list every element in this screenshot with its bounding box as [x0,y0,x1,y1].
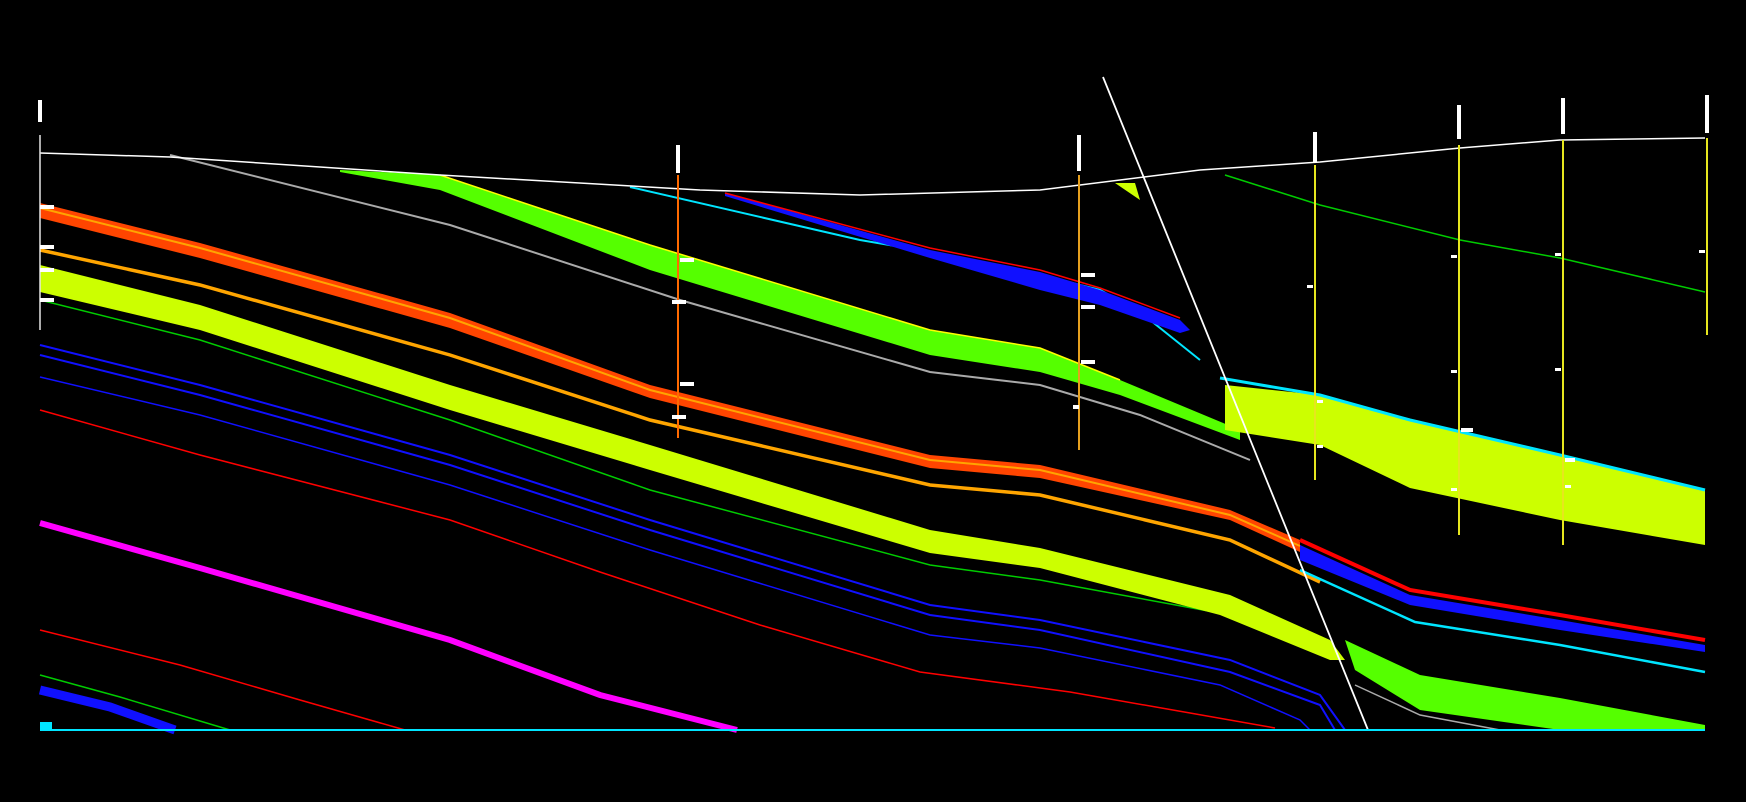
horizon-orange-red-band-top [39,207,1301,547]
horizon-cyan-right-lower [1299,568,1706,674]
horizon-yellow-wedge [1115,183,1140,200]
horizon-green-band-upper-top [439,174,1121,381]
well-5-pick-d [1451,488,1457,491]
horizon-blue-pair-lower [39,354,1336,731]
horizon-blue-third [39,376,1311,731]
horizon-blue-pair-upper [39,344,1346,731]
horizon-orange-line [39,248,1321,584]
well-6-pick-b [1555,368,1561,371]
well-2-pick-d [672,415,686,419]
horizon-green-band-upper [340,170,1240,440]
horizon-green-band-lower-right [1345,640,1705,730]
well-5-pick-b [1451,370,1457,373]
horizon-grey-shallow [169,154,1251,461]
fault-main [1102,76,1369,731]
well-4[interactable] [1307,132,1323,480]
well-2-header [676,145,680,173]
horizon-blue-upper-band [725,193,1190,333]
well-5-pick-a [1451,255,1457,258]
well-3-pick-c [1081,360,1095,364]
well-6[interactable] [1555,98,1575,545]
well-4-pick-b [1317,400,1323,403]
well-5[interactable] [1451,105,1473,535]
well-7[interactable] [1699,95,1709,335]
well-1[interactable] [38,100,54,330]
well-6-header [1561,98,1565,134]
well-1-pick-b [40,245,54,249]
well-2-pick-a [680,258,694,262]
horizon-lime-band [40,265,1345,660]
well-6-pick-c [1565,458,1575,462]
horizon-red-right [1299,538,1706,642]
well-4-header [1313,132,1317,162]
horizon-red-deep [39,629,406,731]
well-1-pick-c [40,268,54,272]
well-3-pick-b [1081,305,1095,309]
horizon-blue-right [1300,545,1705,652]
horizon-green-deep [39,674,231,731]
horizon-grey-right-lower [1354,684,1501,731]
well-3-pick-d [1073,405,1079,409]
horizon-surface [39,137,1706,196]
well-2[interactable] [672,145,694,438]
horizon-red-upper-edge [724,192,1181,319]
well-6-pick-d [1565,485,1571,488]
horizon-blue-deep [38,685,177,735]
well-3-pick-a [1081,273,1095,277]
well-1-pick-d [40,298,54,302]
horizon-magenta [39,520,738,733]
well-7-header [1705,95,1709,133]
horizon-lime-band-right [1225,385,1705,545]
horizon-cyan-right-upper [1219,376,1706,492]
base-corner-marker [40,722,52,730]
well-3-header [1077,135,1081,171]
well-4-pick-c [1317,445,1323,448]
well-1-pick-a [40,205,54,209]
well-3[interactable] [1073,135,1095,450]
well-6-pick-a [1555,253,1561,256]
horizon-red-mid [39,409,1276,729]
well-1-header [38,100,42,122]
well-7-pick-a [1699,250,1705,253]
well-4-pick-a [1307,285,1313,288]
well-2-pick-b [672,300,686,304]
well-5-header [1457,105,1461,139]
well-5-pick-c [1461,428,1473,432]
well-2-pick-c [680,382,694,386]
